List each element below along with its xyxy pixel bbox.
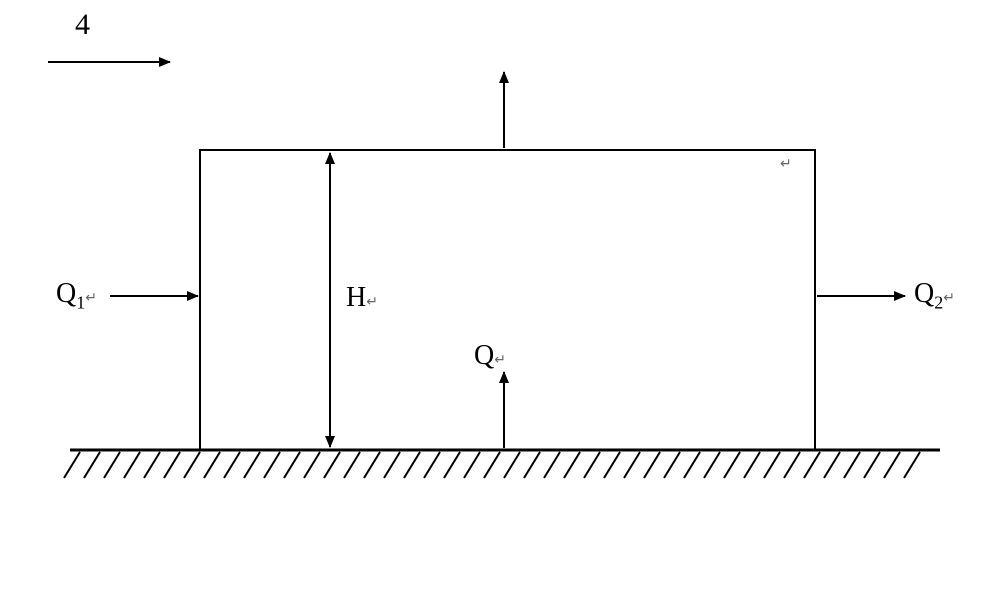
label-q1-main: Q bbox=[56, 278, 76, 309]
label-q1: Q1↵ bbox=[56, 278, 97, 314]
label-q-main: Q bbox=[474, 340, 494, 371]
label-q1-sub: 1 bbox=[76, 293, 85, 313]
diagram-svg bbox=[0, 0, 1000, 607]
ground-hatching bbox=[64, 450, 940, 478]
label-q2-main: Q bbox=[914, 278, 934, 309]
label-h-main: H bbox=[346, 282, 366, 313]
label-q: Q↵ bbox=[474, 340, 506, 372]
corner-mark: ↵ bbox=[780, 156, 792, 173]
arrows-group bbox=[48, 62, 905, 448]
label-q2: Q2↵ bbox=[914, 278, 955, 314]
control-volume-box bbox=[200, 150, 815, 450]
label-q2-sub: 2 bbox=[934, 293, 943, 313]
label-h: H↵ bbox=[346, 282, 378, 314]
figure-number: 4 bbox=[75, 8, 90, 42]
